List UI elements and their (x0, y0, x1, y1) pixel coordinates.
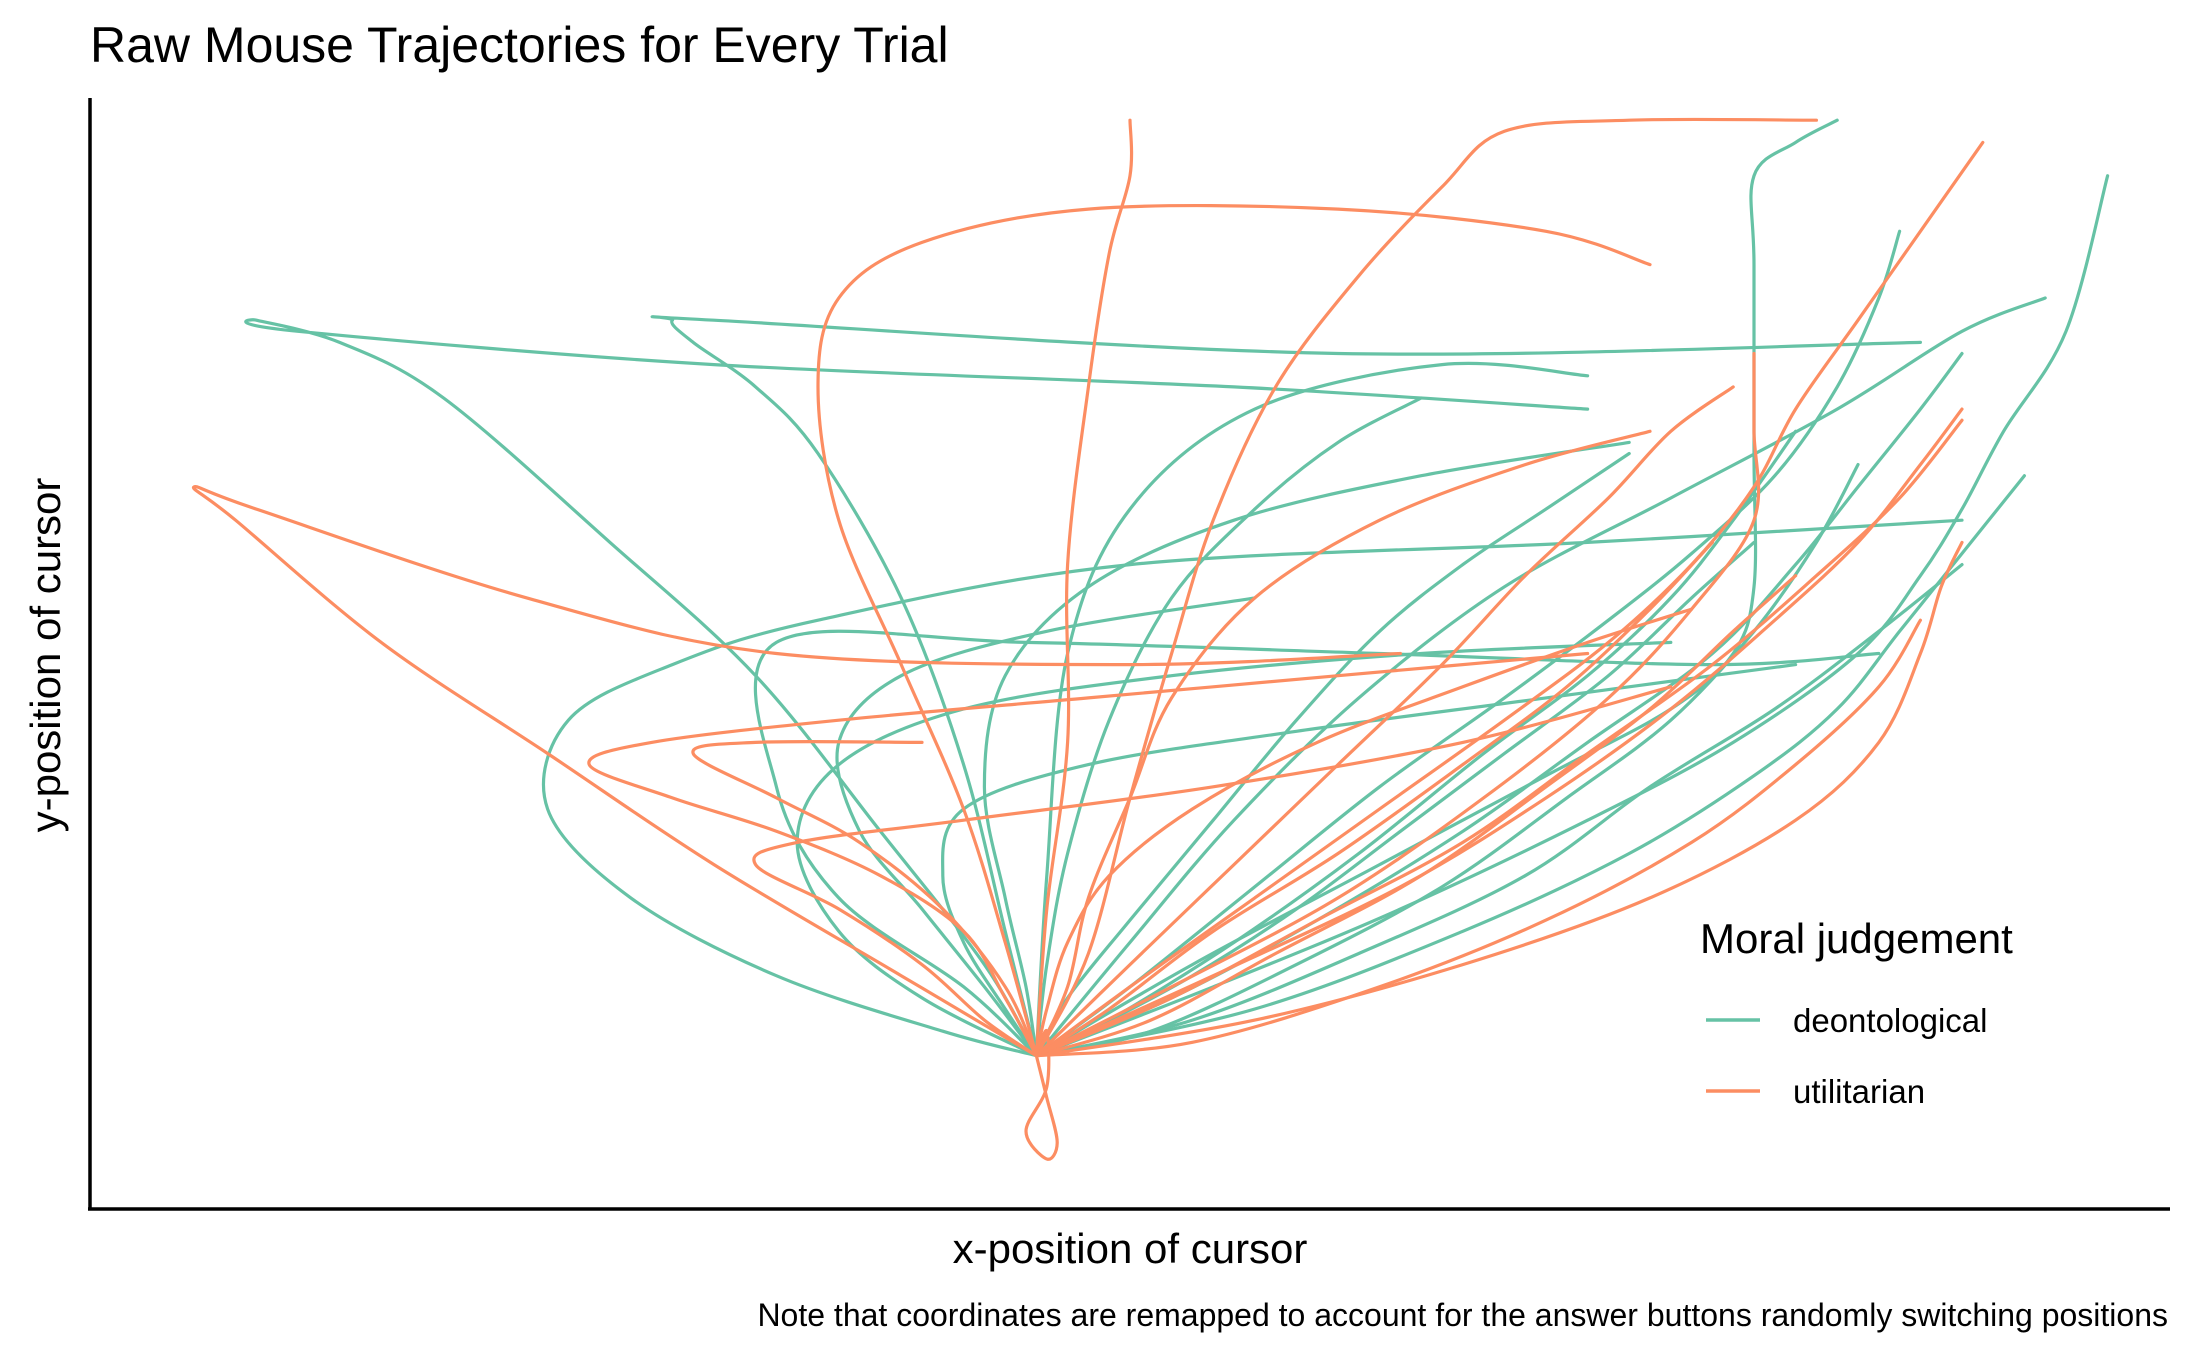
trajectory-utilitarian-31 (1034, 618, 1922, 1058)
trajectory-utilitarian-30 (1034, 574, 1798, 1058)
trajectory-deontological-16 (941, 663, 1798, 1058)
trajectory-deontological-3 (753, 629, 1881, 1058)
legend: Moral judgement deontological utilitaria… (1700, 915, 2013, 1110)
chart-title: Raw Mouse Trajectories for Every Trial (90, 17, 949, 73)
trajectory-utilitarian-38 (1034, 540, 1964, 1058)
legend-title: Moral judgement (1700, 915, 2013, 962)
trajectory-utilitarian-25 (1034, 117, 1818, 1058)
trajectory-utilitarian-26 (1034, 140, 1985, 1058)
trajectory-utilitarian-36 (1034, 607, 1694, 1058)
trajectory-utilitarian-32 (587, 651, 1590, 1058)
trajectory-utilitarian-39 (691, 739, 1038, 1058)
trajectory-deontological-1 (244, 318, 1590, 1058)
trajectory-utilitarian-24 (816, 203, 1652, 1058)
legend-label-utilitarian: utilitarian (1793, 1073, 1925, 1110)
trajectory-utilitarian-23 (1034, 118, 1134, 1058)
trajectory-deontological-6 (1034, 174, 2110, 1058)
caption: Note that coordinates are remapped to ac… (757, 1297, 2168, 1333)
trajectory-deontological-2 (650, 315, 1922, 1058)
trajectory-deontological-8 (1034, 429, 1798, 1058)
trajectory-utilitarian-29 (1034, 407, 1964, 1058)
trajectory-deontological-11 (1034, 474, 2026, 1058)
trajectory-deontological-18 (1034, 296, 2047, 1058)
trajectory-deontological-19 (1034, 563, 1964, 1058)
trajectory-utilitarian-21 (191, 484, 1402, 1058)
trajectory-lines (191, 117, 2110, 1161)
y-axis-title: y-position of cursor (22, 478, 69, 833)
trajectory-deontological-20 (982, 440, 1631, 1058)
trajectory-deontological-0 (541, 518, 1964, 1058)
trajectory-deontological-4 (1034, 361, 1590, 1058)
trajectory-deontological-17 (835, 596, 1257, 1058)
trajectory-utilitarian-37 (1034, 351, 1761, 1058)
trajectory-utilitarian-34 (1034, 429, 1652, 1058)
trajectory-utilitarian-35 (1034, 385, 1735, 1058)
x-axis-title: x-position of cursor (953, 1225, 1308, 1272)
trajectory-deontological-10 (1034, 463, 1860, 1058)
trajectory-deontological-14 (1034, 396, 1423, 1058)
trajectory-deontological-15 (795, 640, 1673, 1058)
trajectory-deontological-12 (1034, 451, 1631, 1058)
trajectory-utilitarian-33 (752, 685, 1673, 1058)
legend-label-deontological: deontological (1793, 1002, 1988, 1039)
